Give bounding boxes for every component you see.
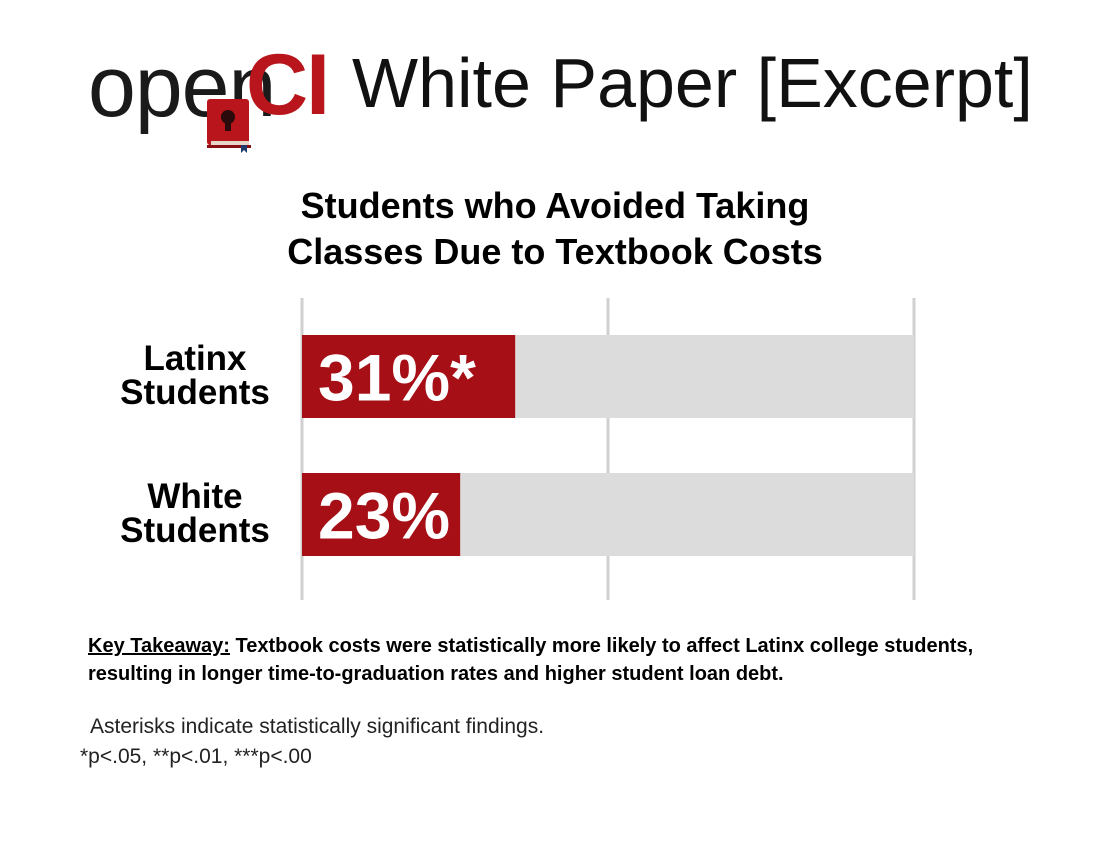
book-lock-icon xyxy=(207,99,251,153)
key-takeaway: Key Takeaway: Textbook costs were statis… xyxy=(88,632,1028,688)
chart-title: Students who Avoided Taking Classes Due … xyxy=(200,183,910,275)
key-takeaway-text: Textbook costs were statistically more l… xyxy=(88,635,974,685)
header-title: White Paper [Excerpt] xyxy=(352,44,1033,122)
key-takeaway-label: Key Takeaway: xyxy=(88,635,230,657)
data-label: 31%* xyxy=(318,341,476,415)
chart-title-line-1: Students who Avoided Taking xyxy=(300,185,810,226)
category-label-latinx: Latinx Students xyxy=(100,339,290,412)
bar xyxy=(302,335,516,418)
p-value-legend: *p<.05, **p<.01, ***p<.00 xyxy=(80,745,312,768)
data-label: 23% xyxy=(318,479,450,553)
category-label-white: White Students xyxy=(100,477,290,550)
category-label-line: White xyxy=(147,477,243,516)
chart-title-line-2: Classes Due to Textbook Costs xyxy=(287,231,823,272)
significance-note: Asterisks indicate statistically signifi… xyxy=(90,715,545,738)
category-label-line: Students xyxy=(120,373,270,412)
bar xyxy=(302,473,461,556)
logo-ci-text: CI xyxy=(246,37,330,133)
category-label-line: Students xyxy=(120,511,270,550)
category-label-line: Latinx xyxy=(143,339,247,378)
